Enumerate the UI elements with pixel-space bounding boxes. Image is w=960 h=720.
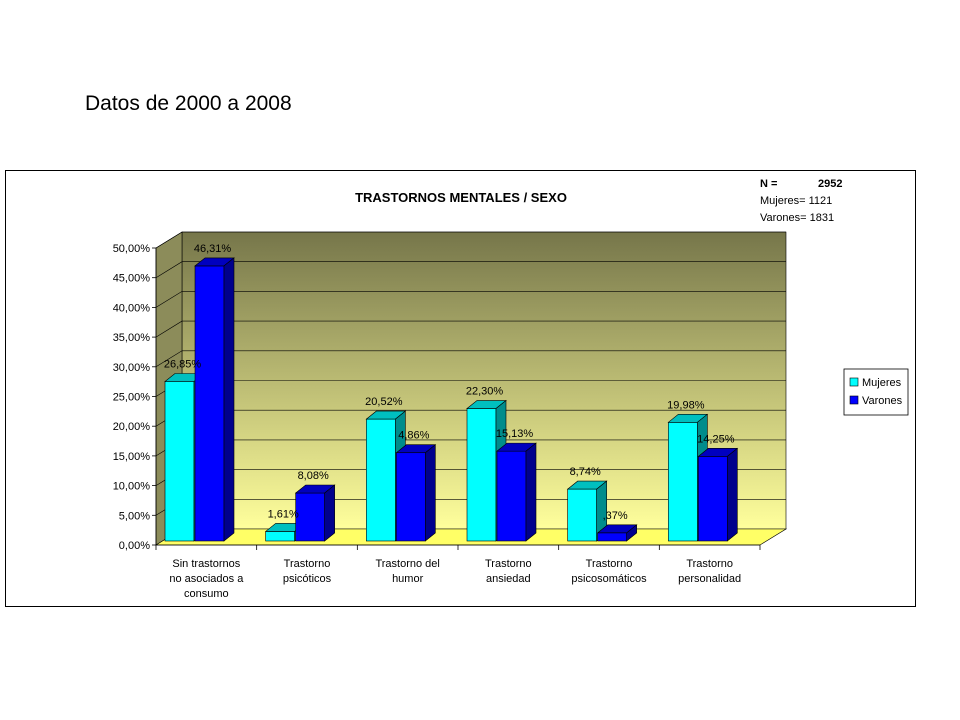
bar-mujeres [466, 399, 507, 542]
data-label: 4,86% [398, 430, 429, 442]
y-tick-label: 25,00% [113, 392, 151, 404]
y-tick-label: 0,00% [119, 540, 150, 552]
data-label: 8,74% [570, 466, 601, 478]
bar-side [425, 444, 436, 542]
data-label: 26,85% [164, 359, 202, 371]
gridline [155, 291, 786, 308]
data-label: 8,08% [298, 470, 329, 482]
y-tick-label: 30,00% [113, 362, 151, 374]
legend-label-mujeres: Mujeres [862, 377, 902, 389]
y-tick-label: 50,00% [113, 243, 151, 255]
bar-varones [194, 257, 235, 542]
bar-front [295, 492, 325, 542]
legend-swatch-varones [849, 395, 859, 405]
bar-front [597, 532, 627, 542]
data-label: 19,98% [667, 399, 705, 411]
x-tick-label: Trastorno del humor [375, 558, 439, 585]
bar-mujeres [365, 410, 407, 542]
data-label: ,37% [603, 510, 628, 522]
y-tick-label: 45,00% [113, 273, 151, 285]
y-tick-label: 20,00% [113, 421, 151, 433]
bar-mujeres [566, 480, 608, 542]
bar-front [366, 418, 396, 542]
bar-front [668, 422, 698, 542]
bar-varones [294, 484, 336, 542]
data-label: 14,25% [697, 433, 735, 445]
bar-front [396, 452, 426, 542]
y-tick-label: 35,00% [113, 332, 151, 344]
x-tick-label: Trastorno ansiedad [485, 558, 532, 585]
legend-box [843, 368, 909, 416]
chart-title: TRASTORNOS MENTALES / SEXO [355, 190, 567, 205]
mujeres-count: Mujeres= 1121 [760, 195, 832, 207]
bar-front [164, 381, 195, 542]
x-tick-label: Trastorno psicosomáticos [571, 558, 647, 585]
legend-swatch-mujeres [849, 377, 859, 387]
bar-varones [697, 447, 739, 542]
data-label: 22,30% [466, 386, 504, 398]
bar-side [727, 447, 738, 542]
varones-count: Varones= 1831 [760, 212, 834, 224]
gridline [155, 231, 786, 249]
data-label: 1,61% [268, 508, 299, 520]
bar-varones [496, 442, 537, 542]
legend: Mujeres Varones [843, 368, 909, 416]
data-label: 46,31% [194, 243, 232, 255]
data-label: 15,13% [496, 428, 534, 440]
bar-varones [596, 524, 638, 542]
bar-side [626, 524, 637, 542]
n-value: 2952 [818, 178, 842, 190]
bar-side [525, 442, 537, 542]
y-tick-label: 15,00% [113, 451, 151, 463]
bar-front [496, 450, 527, 542]
bar-front [567, 488, 597, 542]
bar-chart: 0,00% 5,00% 10,00% 15,00% 20,00% 25,00% 30,00%… [113, 178, 909, 600]
bar-side [223, 257, 235, 542]
gridline [155, 350, 786, 368]
x-tick-label: Trastorno personalidad [678, 558, 741, 585]
legend-label-varones: Varones [862, 395, 903, 407]
x-tick-label: Sin trastornos no asociados a consumo [169, 558, 244, 600]
y-tick-label: 40,00% [113, 302, 151, 314]
bar-front [194, 265, 225, 542]
chart-frame: 0,00% 5,00% 10,00% 15,00% 20,00% 25,00% 30,00%… [5, 170, 916, 607]
bar-front [698, 456, 728, 542]
gridline [155, 320, 786, 338]
y-tick-label: 5,00% [119, 510, 150, 522]
n-label: N = [760, 178, 777, 190]
bar-front [265, 531, 295, 542]
n-annotation: N = 2952 Mujeres= 1121 Varones= 1831 [760, 178, 842, 224]
bar-side [324, 484, 335, 542]
page-heading: Datos de 2000 a 2008 [85, 92, 292, 115]
data-label: 20,52% [365, 396, 403, 408]
x-tick-label: Trastorno psicóticos [283, 558, 332, 585]
gridline [155, 261, 786, 278]
bar-front [466, 408, 497, 542]
bar-varones [395, 444, 437, 542]
y-tick-label: 10,00% [113, 481, 151, 493]
